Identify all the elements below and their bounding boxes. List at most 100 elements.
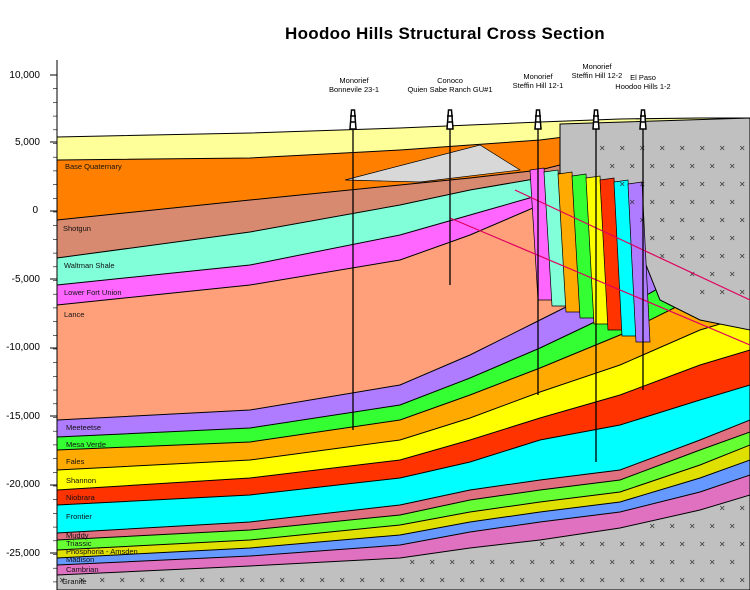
granite-pattern-mark [699, 289, 705, 295]
granite-pattern-mark [429, 559, 435, 565]
layer-label: Fales [66, 457, 85, 466]
granite-pattern-mark [659, 253, 665, 259]
well-label: Monorief Steffin Hill 12-1 [512, 72, 564, 90]
granite-pattern-mark [699, 577, 705, 583]
granite-pattern-mark [699, 541, 705, 547]
granite-pattern-mark [489, 559, 495, 565]
granite-pattern-mark [669, 523, 675, 529]
granite-pattern-mark [629, 199, 635, 205]
granite-pattern-mark [669, 163, 675, 169]
layer-label: Lower Fort Union [64, 288, 122, 297]
granite-pattern-mark [729, 559, 735, 565]
granite-pattern-mark [119, 577, 125, 583]
layer-label: Base Quaternary [65, 162, 122, 171]
layer-label: Granite [62, 577, 87, 586]
granite-pattern-mark [659, 181, 665, 187]
granite-pattern-mark [649, 235, 655, 241]
granite-pattern-mark [709, 163, 715, 169]
granite-pattern-mark [699, 145, 705, 151]
conglomerate-wedge [344, 144, 522, 183]
granite-pattern-mark [719, 217, 725, 223]
y-tick: -20,000 [6, 479, 40, 490]
granite-pattern-mark [199, 577, 205, 583]
granite-pattern-mark [739, 289, 745, 295]
granite-pattern-mark [589, 559, 595, 565]
granite-pattern-mark [519, 577, 525, 583]
granite-pattern-mark [439, 577, 445, 583]
granite-pattern-mark [659, 541, 665, 547]
granite-pattern-mark [459, 577, 465, 583]
granite-pattern-mark [699, 181, 705, 187]
granite-pattern-mark [649, 163, 655, 169]
layer-label: Meeteetse [66, 423, 102, 432]
granite-pattern-mark [729, 199, 735, 205]
granite-pattern-mark [719, 145, 725, 151]
granite-pattern-mark [689, 235, 695, 241]
well-label: Conoco Quien Sabe Ranch GU#1 [407, 76, 493, 94]
granite-pattern-mark [609, 163, 615, 169]
granite-pattern-mark [639, 577, 645, 583]
well-label: Monorief Steffin Hill 12-2 [571, 62, 623, 80]
granite-pattern-mark [709, 271, 715, 277]
granite-pattern-mark [569, 559, 575, 565]
layer-label: Mesa Verde [66, 440, 107, 449]
granite-pattern-mark [549, 559, 555, 565]
granite-pattern-mark [559, 541, 565, 547]
granite-pattern-mark [709, 199, 715, 205]
layer-label: Shannon [66, 476, 97, 485]
granite-pattern-mark [179, 577, 185, 583]
granite-pattern-mark [379, 577, 385, 583]
granite-pattern-mark [469, 559, 475, 565]
granite-pattern-mark [689, 559, 695, 565]
granite-pattern-mark [509, 559, 515, 565]
granite-pattern-mark [729, 523, 735, 529]
granite-pattern-mark [319, 577, 325, 583]
granite-pattern-mark [219, 577, 225, 583]
granite-pattern-mark [559, 577, 565, 583]
granite-pattern-mark [709, 559, 715, 565]
layer-label: Lance [64, 310, 85, 319]
granite-pattern-mark [739, 181, 745, 187]
layer-label: Frontier [66, 512, 92, 521]
granite-pattern-mark [739, 217, 745, 223]
granite-pattern-mark [599, 541, 605, 547]
granite-pattern-mark [739, 145, 745, 151]
granite-pattern-mark [699, 253, 705, 259]
granite-pattern-mark [659, 145, 665, 151]
granite-pattern-mark [579, 541, 585, 547]
granite-pattern-mark [679, 541, 685, 547]
granite-pattern-mark [709, 523, 715, 529]
tilted-bed [627, 181, 651, 343]
y-tick: -10,000 [6, 342, 40, 353]
granite-pattern-mark [529, 559, 535, 565]
granite-pattern-mark [699, 217, 705, 223]
granite-pattern-mark [729, 235, 735, 241]
granite-pattern-mark [739, 541, 745, 547]
granite-pattern-mark [739, 253, 745, 259]
granite-pattern-mark [499, 577, 505, 583]
y-tick: 0 [32, 205, 38, 216]
granite-pattern-mark [619, 145, 625, 151]
granite-pattern-mark [409, 559, 415, 565]
granite-pattern-mark [689, 163, 695, 169]
granite-pattern-mark [59, 577, 65, 583]
granite-pattern-mark [599, 145, 605, 151]
well-label: Monorief Bonnevile 23-1 [328, 76, 380, 94]
granite-pattern-mark [659, 577, 665, 583]
granite-pattern-mark [689, 199, 695, 205]
granite-pattern-mark [669, 559, 675, 565]
derrick-icon [639, 109, 647, 130]
y-tick: -5,000 [11, 274, 40, 285]
granite-pattern-mark [729, 271, 735, 277]
derrick-icon [446, 109, 454, 130]
granite-pattern-mark [669, 199, 675, 205]
granite-pattern-mark [99, 577, 105, 583]
granite-pattern-mark [79, 577, 85, 583]
layer-label: Triassic [66, 539, 92, 548]
granite-pattern-mark [719, 253, 725, 259]
granite-pattern-mark [579, 577, 585, 583]
derrick-icon [534, 109, 542, 130]
granite-pattern-mark [679, 577, 685, 583]
